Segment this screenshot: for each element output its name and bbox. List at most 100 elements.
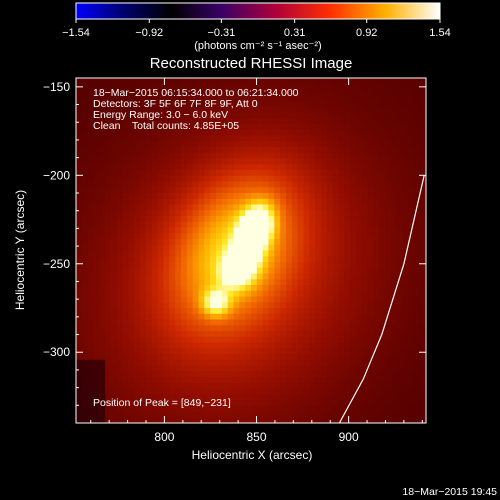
heatmap-cell xyxy=(227,405,235,413)
heatmap-cell xyxy=(326,262,334,269)
heatmap-cell xyxy=(111,313,118,321)
heatmap-cell xyxy=(326,78,334,85)
heatmap-cell xyxy=(268,354,275,361)
heatmap-cell xyxy=(233,377,240,384)
heatmap-cell xyxy=(111,181,118,188)
heatmap-cell xyxy=(140,262,147,269)
heatmap-cell xyxy=(76,400,83,407)
heatmap-cell xyxy=(210,250,217,257)
heatmap-cell xyxy=(309,336,316,344)
heatmap-cell xyxy=(192,221,200,229)
heatmap-cell xyxy=(116,95,124,102)
heatmap-cell xyxy=(367,129,375,137)
heatmap-cell xyxy=(210,296,217,303)
heatmap-cell xyxy=(326,135,334,142)
heatmap-cell xyxy=(181,342,188,349)
heatmap-cell xyxy=(76,319,83,326)
heatmap-cell xyxy=(76,354,83,361)
heatmap-cell xyxy=(297,417,305,423)
heatmap-cell xyxy=(122,411,130,418)
heatmap-cell xyxy=(361,83,369,91)
heatmap-cell xyxy=(379,118,386,125)
heatmap-cell xyxy=(391,336,398,344)
heatmap-cell xyxy=(256,417,264,423)
heatmap-cell xyxy=(181,336,188,344)
heatmap-cell xyxy=(256,319,264,326)
heatmap-cell xyxy=(256,89,264,96)
heatmap-cell xyxy=(280,89,287,96)
heatmap-cell xyxy=(350,147,357,154)
heatmap-cell xyxy=(251,181,258,188)
heatmap-cell xyxy=(93,331,100,338)
heatmap-cell xyxy=(111,348,118,355)
heatmap-cell xyxy=(262,302,270,309)
heatmap-cell xyxy=(175,95,182,102)
heatmap-cell xyxy=(373,89,380,96)
heatmap-cell xyxy=(122,405,130,413)
heatmap-cell xyxy=(251,336,258,344)
heatmap-cell xyxy=(373,141,380,148)
heatmap-cell xyxy=(221,308,229,315)
heatmap-cell xyxy=(151,302,159,309)
heatmap-cell xyxy=(245,233,252,240)
heatmap-cell xyxy=(326,198,334,206)
heatmap-cell xyxy=(251,193,258,200)
heatmap-cell xyxy=(402,101,410,108)
heatmap-cell xyxy=(186,193,194,200)
heatmap-cell xyxy=(391,371,398,378)
heatmap-cell xyxy=(186,187,194,194)
heatmap-cell xyxy=(274,331,281,338)
heatmap-cell xyxy=(408,336,415,344)
heatmap-cell xyxy=(356,95,363,102)
heatmap-cell xyxy=(239,198,246,206)
heatmap-cell xyxy=(379,187,386,194)
heatmap-cell xyxy=(76,359,83,367)
heatmap-cell xyxy=(291,152,299,160)
heatmap-cell xyxy=(192,227,200,234)
heatmap-cell xyxy=(111,198,118,206)
heatmap-cell xyxy=(291,181,299,188)
heatmap-cell xyxy=(280,101,287,108)
heatmap-cell xyxy=(163,141,170,148)
heatmap-cell xyxy=(321,302,328,309)
heatmap-cell xyxy=(204,181,211,188)
heatmap-cell xyxy=(280,417,287,423)
heatmap-cell xyxy=(239,135,246,142)
heatmap-cell xyxy=(251,319,258,326)
heatmap-cell xyxy=(367,95,375,102)
heatmap-cell xyxy=(414,313,421,321)
heatmap-cell xyxy=(286,359,293,367)
heatmap-cell xyxy=(181,290,188,298)
heatmap-cell xyxy=(402,83,410,91)
heatmap-cell xyxy=(379,250,386,257)
heatmap-cell xyxy=(198,308,205,315)
heatmap-cell xyxy=(361,377,369,384)
heatmap-cell xyxy=(379,371,386,378)
heatmap-cell xyxy=(128,302,135,309)
heatmap-cell xyxy=(344,417,351,423)
heatmap-cell xyxy=(361,233,369,240)
heatmap-cell xyxy=(157,164,165,171)
heatmap-cell xyxy=(262,405,270,413)
heatmap-cell xyxy=(326,400,334,407)
heatmap-cell xyxy=(326,342,334,349)
heatmap-cell xyxy=(99,313,106,321)
heatmap-cell xyxy=(93,129,100,137)
annotation-time-range: 18−Mar−2015 06:15:34.000 to 06:21:34.000 xyxy=(93,87,299,99)
heatmap-cell xyxy=(157,193,165,200)
heatmap-cell xyxy=(356,158,363,165)
heatmap-cell xyxy=(286,216,293,223)
heatmap-cell xyxy=(198,290,205,298)
heatmap-cell xyxy=(321,405,328,413)
heatmap-cell xyxy=(198,83,205,91)
heatmap-cell xyxy=(379,129,386,137)
heatmap-cell xyxy=(122,388,130,395)
heatmap-cell xyxy=(175,296,182,303)
heatmap-cell xyxy=(140,279,147,286)
heatmap-cell xyxy=(367,244,375,252)
heatmap-cell xyxy=(309,302,316,309)
heatmap-cell xyxy=(251,250,258,257)
heatmap-cell xyxy=(385,296,392,303)
heatmap-cell xyxy=(309,187,316,194)
heatmap-cell xyxy=(367,147,375,154)
